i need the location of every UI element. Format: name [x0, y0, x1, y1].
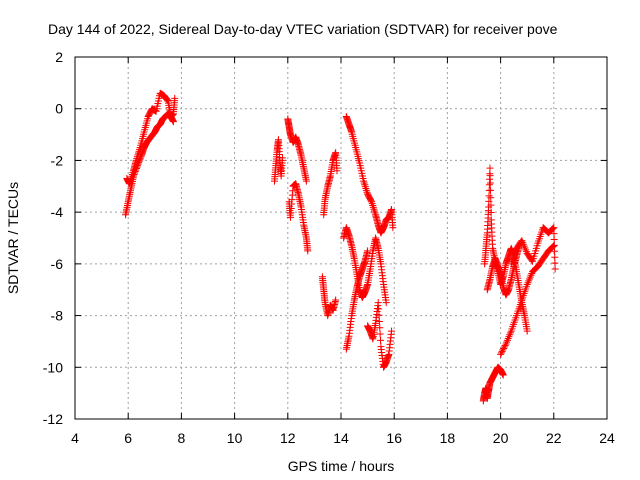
- data-point: [549, 242, 557, 250]
- data-points: [122, 89, 559, 405]
- data-point: [487, 209, 495, 217]
- y-tick-labels: 2 0 -2 -4 -6 -8 -10 -12: [43, 49, 63, 427]
- y-tick-label: -4: [51, 204, 64, 220]
- data-point: [549, 224, 557, 232]
- x-tick-label: 4: [71, 430, 79, 446]
- series-pass-13: [481, 164, 531, 335]
- data-point: [550, 235, 558, 243]
- data-point: [499, 346, 507, 354]
- x-tick-label: 8: [178, 430, 186, 446]
- data-point: [550, 224, 558, 232]
- data-point: [500, 344, 508, 352]
- data-point: [278, 154, 286, 162]
- data-point: [497, 349, 505, 357]
- series-pass-8: [342, 112, 397, 237]
- series-pass-14: [483, 242, 523, 299]
- data-point: [486, 179, 494, 187]
- y-axis-label: SDTVAR / TECUs: [5, 182, 21, 294]
- data-point: [375, 311, 383, 319]
- data-point: [375, 317, 383, 325]
- series-pass-11: [364, 299, 396, 371]
- data-point: [360, 179, 368, 187]
- series-pass-10: [342, 247, 372, 353]
- x-axis-label: GPS time / hours: [288, 458, 395, 474]
- data-point: [374, 299, 382, 307]
- x-tick-label: 10: [227, 430, 243, 446]
- data-point: [163, 95, 171, 103]
- data-point: [332, 296, 340, 304]
- x-tick-label: 24: [599, 430, 615, 446]
- data-point: [523, 327, 531, 335]
- data-point: [376, 324, 384, 332]
- x-tick-label: 16: [386, 430, 402, 446]
- series-pass-12: [479, 363, 507, 405]
- x-tick-labels: 4 6 8 10 12 14 16 18 20 22 24: [71, 430, 615, 446]
- data-point: [367, 197, 375, 205]
- x-tick-label: 18: [440, 430, 456, 446]
- data-point: [497, 350, 505, 358]
- y-tick-label: -10: [43, 359, 63, 375]
- data-point: [302, 177, 310, 185]
- y-tick-label: 2: [55, 49, 63, 65]
- data-point: [171, 94, 179, 102]
- y-tick-label: 0: [55, 101, 63, 117]
- data-point: [304, 247, 312, 255]
- data-point: [501, 341, 509, 349]
- series-pass-6: [318, 273, 340, 320]
- y-tick-label: -2: [51, 152, 64, 168]
- data-point: [169, 118, 177, 126]
- data-point: [376, 330, 384, 338]
- data-point: [362, 185, 370, 193]
- data-point: [361, 181, 369, 189]
- y-tick-label: -6: [51, 256, 64, 272]
- series-pass-2: [123, 89, 177, 188]
- data-point: [333, 167, 341, 175]
- plot-frame: [74, 56, 608, 420]
- data-point: [551, 259, 559, 267]
- x-tick-label: 22: [546, 430, 562, 446]
- data-point: [370, 207, 378, 215]
- data-point: [486, 172, 494, 180]
- data-point: [487, 194, 495, 202]
- series-pass-5: [285, 180, 312, 255]
- series-pass-7: [320, 149, 341, 219]
- data-point: [371, 209, 379, 217]
- data-point: [550, 230, 558, 238]
- data-point: [369, 203, 377, 211]
- data-point: [382, 299, 390, 307]
- x-tick-label: 20: [493, 430, 509, 446]
- data-point: [551, 265, 559, 273]
- series-pass-4: [284, 115, 310, 185]
- data-point: [370, 205, 378, 213]
- data-point: [361, 183, 369, 191]
- data-point: [499, 371, 507, 379]
- data-point: [164, 96, 172, 104]
- data-point: [528, 256, 536, 264]
- data-point: [389, 224, 397, 232]
- series-pass-15: [497, 242, 558, 358]
- data-point: [548, 225, 556, 233]
- series-pass-9: [340, 224, 390, 307]
- data-point: [487, 201, 495, 209]
- data-point: [486, 164, 494, 172]
- data-point: [388, 327, 396, 335]
- x-tick-label: 6: [124, 430, 132, 446]
- data-point: [500, 343, 508, 351]
- series-pass-16: [507, 224, 559, 273]
- data-point: [551, 253, 559, 261]
- data-point: [551, 247, 559, 255]
- series-pass-3: [271, 136, 286, 185]
- chart-title: Day 144 of 2022, Sidereal Day-to-day VTE…: [48, 21, 558, 37]
- data-point: [498, 347, 506, 355]
- data-point: [550, 241, 558, 249]
- y-tick-label: -12: [43, 411, 63, 427]
- data-point: [364, 247, 372, 255]
- x-tick-label: 14: [333, 430, 349, 446]
- data-point: [375, 305, 383, 313]
- data-point: [377, 336, 385, 344]
- x-tick-label: 12: [280, 430, 296, 446]
- y-tick-label: -8: [51, 308, 64, 324]
- data-point: [487, 186, 495, 194]
